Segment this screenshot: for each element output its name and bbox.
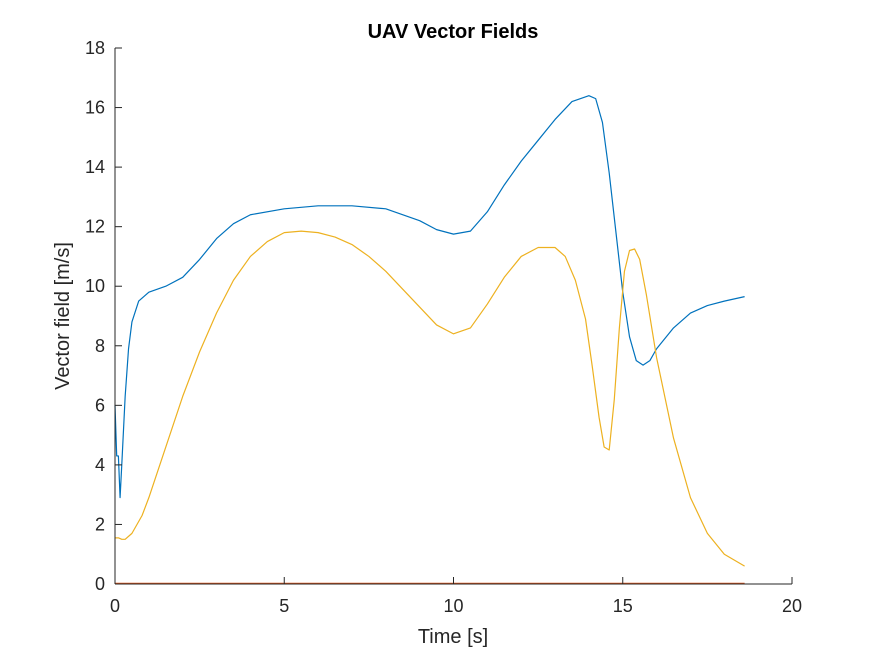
y-tick-label: 16 bbox=[85, 98, 105, 118]
y-tick-label: 10 bbox=[85, 276, 105, 296]
y-tick-label: 6 bbox=[95, 395, 105, 415]
x-tick-label: 0 bbox=[110, 596, 120, 616]
y-tick-label: 18 bbox=[85, 38, 105, 58]
series-line-1 bbox=[114, 95, 745, 499]
x-tick-label: 10 bbox=[443, 596, 463, 616]
y-tick-label: 2 bbox=[95, 514, 105, 534]
y-tick-label: 8 bbox=[95, 336, 105, 356]
x-tick-label: 15 bbox=[613, 596, 633, 616]
chart-title: UAV Vector Fields bbox=[368, 21, 539, 43]
series-layer bbox=[114, 95, 745, 584]
y-tick-label: 12 bbox=[85, 217, 105, 237]
y-axis-label: Vector field [m/s] bbox=[52, 242, 74, 390]
axes-layer: 0 5 10 15 20 0 2 4 6 8 10 12 14 16 18 bbox=[85, 38, 802, 616]
y-tick-label: 14 bbox=[85, 157, 105, 177]
series-line-2 bbox=[115, 230, 745, 567]
y-tick-label: 0 bbox=[95, 574, 105, 594]
x-tick-label: 20 bbox=[782, 596, 802, 616]
x-tick-label: 5 bbox=[279, 596, 289, 616]
y-tick-label: 4 bbox=[95, 455, 105, 475]
x-axis-label: Time [s] bbox=[418, 626, 488, 648]
